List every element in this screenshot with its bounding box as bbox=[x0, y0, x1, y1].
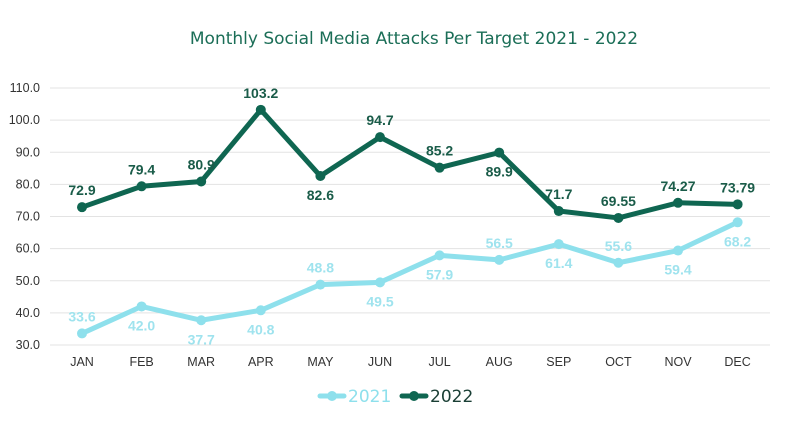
x-tick-label: NOV bbox=[664, 355, 692, 369]
data-label-2022: 72.9 bbox=[68, 182, 95, 198]
y-tick-label: 60.0 bbox=[16, 242, 40, 256]
chart-title: Monthly Social Media Attacks Per Target … bbox=[190, 29, 638, 49]
data-point-2022 bbox=[673, 197, 683, 208]
series-line-2022 bbox=[79, 107, 741, 221]
data-point-2021 bbox=[196, 315, 207, 326]
data-point-2021 bbox=[255, 305, 266, 316]
data-point-2021 bbox=[434, 250, 445, 261]
data-label-2021: 42.0 bbox=[128, 317, 155, 333]
y-tick-label: 110.0 bbox=[10, 81, 40, 95]
y-tick-label: 30.0 bbox=[16, 338, 40, 352]
data-point-2022 bbox=[434, 162, 445, 173]
data-point-2021 bbox=[375, 277, 385, 288]
data-point-2022 bbox=[255, 104, 266, 115]
data-point-2021 bbox=[136, 301, 147, 312]
y-tick-label: 100.0 bbox=[9, 113, 40, 127]
legend-label-2022: 2022 bbox=[430, 387, 473, 407]
y-tick-label: 50.0 bbox=[16, 274, 40, 288]
gridlines bbox=[50, 87, 770, 346]
series-line-2021 bbox=[79, 219, 741, 336]
data-point-2021 bbox=[315, 279, 326, 290]
data-label-2021: 37.7 bbox=[188, 331, 215, 347]
data-label-2022: 74.27 bbox=[660, 178, 695, 194]
x-tick-label: JAN bbox=[70, 355, 94, 369]
x-tick-label: DEC bbox=[724, 355, 750, 369]
x-tick-label: FEB bbox=[129, 355, 153, 369]
data-point-2021 bbox=[553, 239, 564, 250]
data-point-2022 bbox=[613, 212, 624, 223]
data-point-2022 bbox=[732, 199, 743, 210]
x-tick-label: JUL bbox=[428, 355, 450, 369]
x-tick-label: MAR bbox=[187, 355, 215, 369]
data-label-2022: 85.2 bbox=[426, 143, 453, 159]
data-label-2021: 49.5 bbox=[366, 293, 393, 309]
data-label-2022: 89.9 bbox=[486, 164, 513, 180]
y-tick-label: 70.0 bbox=[16, 210, 40, 224]
x-tick-label: AUG bbox=[486, 355, 513, 369]
data-point-2022 bbox=[315, 171, 326, 182]
series-layer bbox=[77, 104, 743, 339]
data-label-2021: 61.4 bbox=[545, 255, 572, 271]
data-point-2021 bbox=[673, 245, 683, 256]
y-tick-label: 80.0 bbox=[16, 177, 40, 191]
data-label-2022: 80.9 bbox=[188, 156, 215, 172]
data-label-2021: 55.6 bbox=[605, 238, 632, 254]
data-point-2022 bbox=[494, 147, 505, 158]
x-tick-label: SEP bbox=[546, 355, 571, 369]
data-label-2022: 82.6 bbox=[307, 187, 334, 203]
data-point-2021 bbox=[613, 257, 624, 268]
x-tick-label: MAY bbox=[307, 355, 334, 369]
data-label-2021: 33.6 bbox=[68, 308, 95, 324]
y-tick-label: 40.0 bbox=[16, 306, 40, 320]
data-label-2021: 59.4 bbox=[664, 262, 691, 278]
legend-label-2021: 2021 bbox=[348, 387, 391, 407]
x-axis: JAN FEB MAR APR MAY JUN JUL AUG SEP OCT NOV DEC bbox=[70, 355, 751, 369]
data-label-2022: 103.2 bbox=[243, 85, 278, 101]
legend-marker-2022 bbox=[409, 391, 419, 401]
legend: 2021 2022 bbox=[317, 387, 473, 407]
data-label-2022: 69.55 bbox=[601, 193, 636, 209]
data-label-2022: 94.7 bbox=[366, 112, 393, 128]
data-point-2021 bbox=[77, 328, 87, 339]
data-point-2022 bbox=[196, 176, 207, 187]
data-point-2021 bbox=[732, 217, 743, 228]
x-tick-label: OCT bbox=[605, 355, 632, 369]
data-point-2022 bbox=[553, 206, 564, 217]
x-tick-label: JUN bbox=[368, 355, 392, 369]
y-tick-label: 90.0 bbox=[16, 145, 40, 159]
data-label-2021: 48.8 bbox=[307, 260, 334, 276]
data-point-2022 bbox=[136, 181, 147, 192]
data-label-2022: 79.4 bbox=[128, 161, 155, 177]
data-labels: 72.9 79.4 80.9 103.2 82.6 94.7 85.2 89.9 71.7 69.… bbox=[68, 85, 755, 347]
data-label-2021: 57.9 bbox=[426, 266, 453, 282]
data-point-2022 bbox=[375, 132, 385, 143]
x-tick-label: APR bbox=[248, 355, 274, 369]
data-label-2021: 68.2 bbox=[724, 233, 751, 249]
data-label-2021: 40.8 bbox=[247, 321, 274, 337]
y-axis: 30.0 40.0 50.0 60.0 70.0 80.0 90.0 100.0 110.0 bbox=[9, 81, 40, 352]
legend-marker-2021 bbox=[327, 391, 337, 401]
data-label-2022: 71.7 bbox=[545, 186, 572, 202]
data-point-2021 bbox=[494, 254, 505, 265]
data-label-2021: 56.5 bbox=[486, 235, 513, 251]
data-point-2022 bbox=[77, 202, 87, 213]
data-label-2022: 73.79 bbox=[720, 179, 755, 195]
